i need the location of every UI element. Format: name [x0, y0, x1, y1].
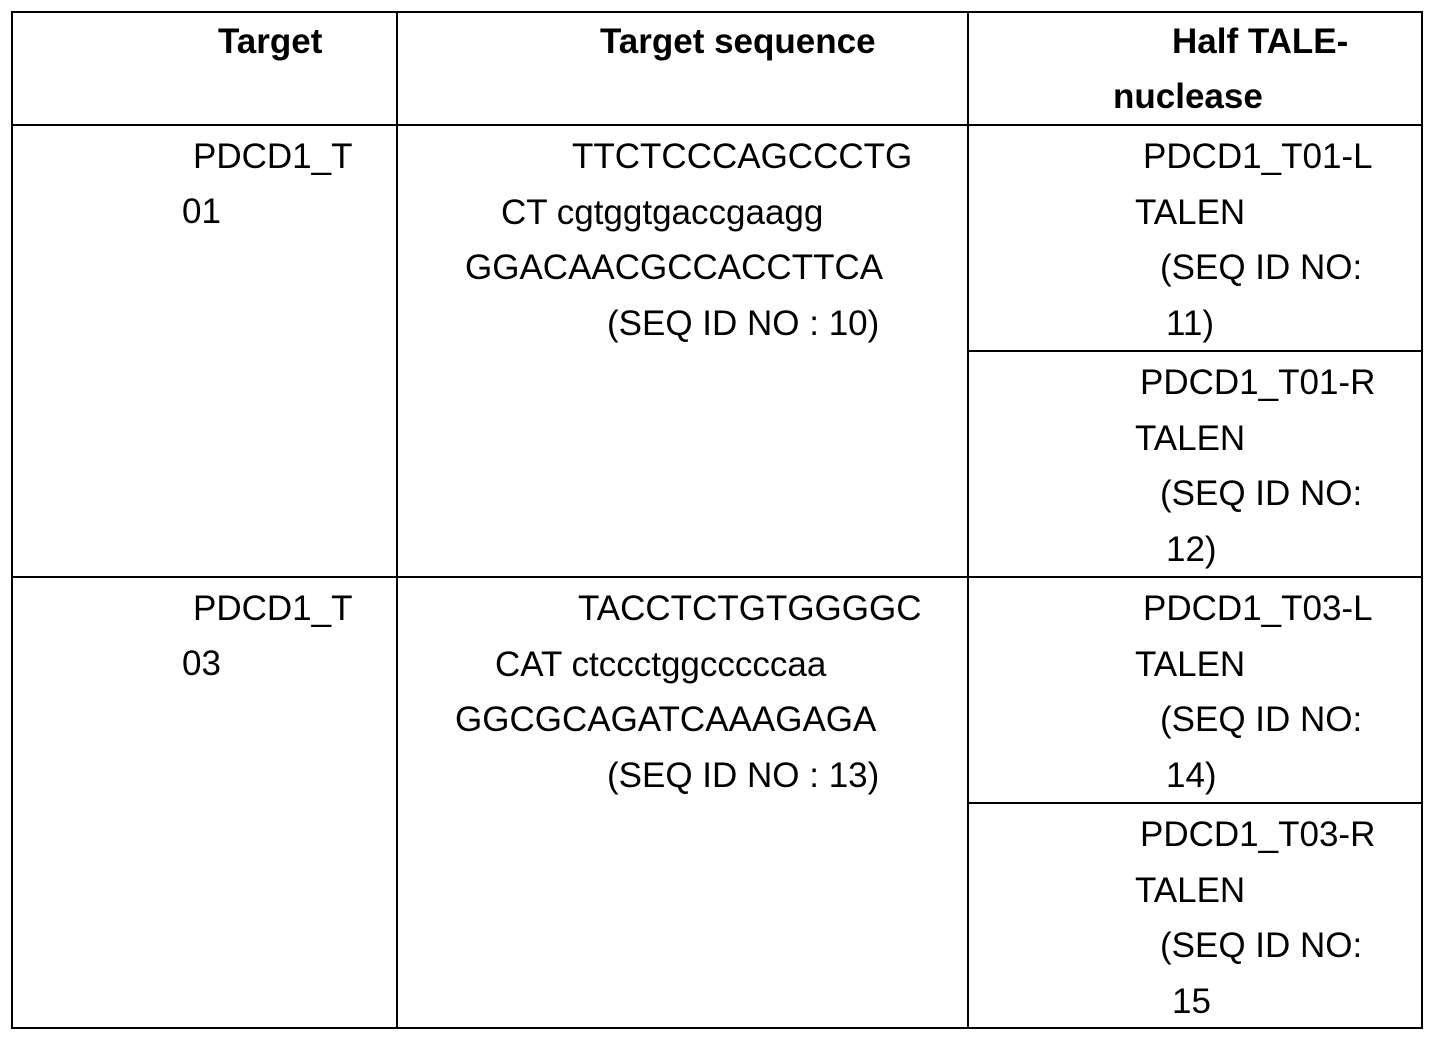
- half-talen-cell: PDCD1_T01-R: [1140, 363, 1375, 403]
- half-talen-cell: TALEN: [1135, 645, 1245, 685]
- header-cell: Target sequence: [600, 22, 876, 62]
- half-talen-cell: (SEQ ID NO:: [1160, 700, 1362, 740]
- half-talen-cell: 11): [1166, 304, 1214, 344]
- header-cell: Half TALE-: [1172, 22, 1348, 62]
- border: [967, 802, 1423, 804]
- border: [396, 11, 398, 1029]
- border: [11, 1027, 1423, 1029]
- sequence-cell: CAT ctccctggcccccaa: [495, 645, 826, 685]
- half-talen-cell: 15: [1172, 982, 1211, 1022]
- sequence-cell: GGCGCAGATCAAAGAGA: [455, 700, 876, 740]
- sequence-cell: CT cgtggtgaccgaagg: [501, 193, 823, 233]
- target-cell: 03: [182, 644, 221, 684]
- half-talen-cell: PDCD1_T01-L: [1143, 137, 1373, 177]
- sequence-cell: (SEQ ID NO : 13): [607, 756, 879, 796]
- sequence-cell: TACCTCTGTGGGGC: [578, 589, 922, 629]
- target-cell: 01: [182, 192, 221, 232]
- half-talen-cell: TALEN: [1135, 419, 1245, 459]
- border: [967, 350, 1423, 352]
- sequence-cell: (SEQ ID NO : 10): [607, 304, 879, 344]
- half-talen-cell: (SEQ ID NO:: [1160, 474, 1362, 514]
- sequence-cell: GGACAACGCCACCTTCA: [465, 248, 883, 288]
- header-cell: Target: [218, 22, 322, 62]
- border: [967, 11, 969, 1029]
- border: [1421, 11, 1423, 1029]
- border: [11, 576, 1423, 578]
- half-talen-cell: TALEN: [1135, 871, 1245, 911]
- half-talen-cell: 12): [1166, 530, 1217, 570]
- half-talen-cell: PDCD1_T03-R: [1140, 815, 1375, 855]
- target-cell: PDCD1_T: [193, 589, 352, 629]
- border: [11, 11, 13, 1029]
- half-talen-cell: PDCD1_T03-L: [1143, 589, 1373, 629]
- half-talen-cell: (SEQ ID NO:: [1160, 926, 1362, 966]
- target-cell: PDCD1_T: [193, 137, 352, 177]
- border: [11, 11, 1423, 13]
- border: [11, 124, 1423, 126]
- half-talen-cell: (SEQ ID NO:: [1160, 248, 1362, 288]
- sequence-cell: TTCTCCCAGCCCTG: [572, 137, 912, 177]
- half-talen-cell: TALEN: [1135, 193, 1245, 233]
- half-talen-cell: 14): [1166, 756, 1217, 796]
- header-cell: nuclease: [1113, 77, 1263, 117]
